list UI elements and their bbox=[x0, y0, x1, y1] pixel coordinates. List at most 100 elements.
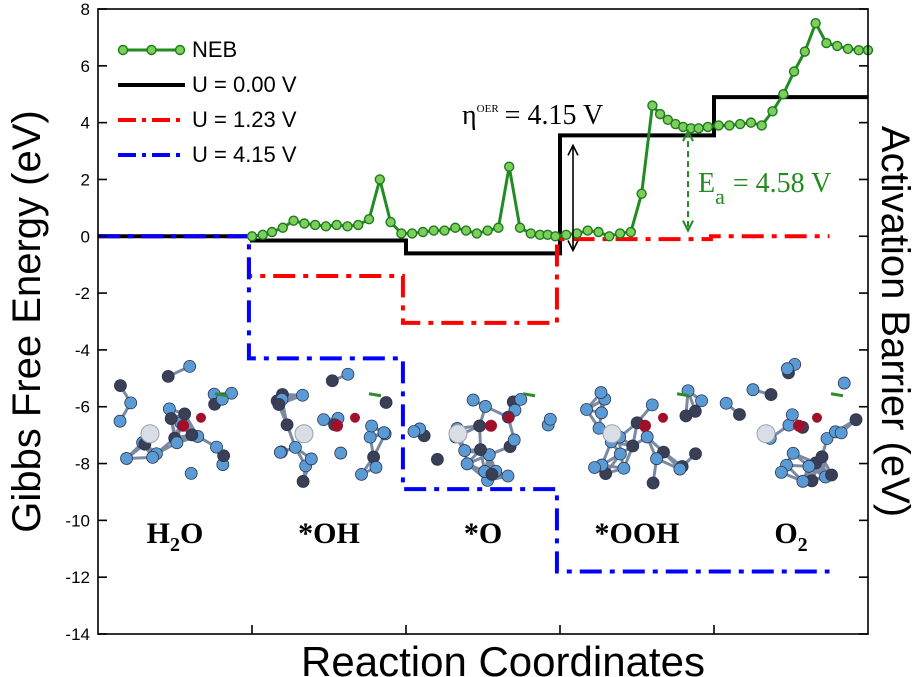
molecule-atom bbox=[304, 452, 318, 466]
y-tick-label: -12 bbox=[65, 568, 90, 587]
state-label-base: O bbox=[774, 517, 797, 550]
molecule-atom bbox=[369, 460, 383, 474]
neb-point bbox=[625, 226, 637, 238]
neb-point bbox=[257, 229, 268, 241]
neb-point bbox=[428, 225, 439, 236]
y-tick-label: -2 bbox=[75, 284, 90, 303]
molecule-atom bbox=[673, 462, 687, 476]
molecule-atom bbox=[507, 433, 521, 447]
oxygen-atom bbox=[485, 419, 497, 432]
hydrogen-bond bbox=[830, 392, 844, 398]
legend-label-1: NEB bbox=[192, 37, 237, 62]
neb-point bbox=[636, 188, 647, 199]
molecule-atom bbox=[688, 404, 702, 418]
neb-point bbox=[662, 114, 673, 125]
molecule-atom bbox=[613, 447, 627, 461]
molecule-atom bbox=[626, 439, 640, 453]
y-tick-label: 8 bbox=[81, 0, 90, 19]
molecule-atom bbox=[379, 396, 393, 409]
molecule-atom bbox=[114, 379, 127, 392]
legend-marker bbox=[117, 44, 129, 56]
neb-point bbox=[342, 221, 353, 232]
neb-point bbox=[853, 44, 864, 56]
y-tick-label: 2 bbox=[81, 170, 90, 189]
molecule-atom bbox=[588, 461, 601, 474]
molecule-atom bbox=[178, 407, 192, 421]
metal-atom bbox=[448, 424, 468, 444]
eta-superscript: OER bbox=[477, 103, 500, 115]
state-label-2: *OH bbox=[298, 517, 360, 550]
y-tick-label: -8 bbox=[75, 455, 90, 474]
neb-point bbox=[842, 43, 854, 54]
ea-symbol: E bbox=[698, 168, 715, 199]
neb-point bbox=[604, 231, 615, 242]
neb-point bbox=[353, 219, 364, 231]
molecule-atom bbox=[594, 386, 608, 399]
neb-point bbox=[593, 226, 604, 238]
oxygen-atom bbox=[812, 412, 822, 423]
neb-point bbox=[482, 225, 493, 236]
neb-point bbox=[309, 219, 321, 231]
neb-point bbox=[417, 226, 429, 238]
legend-marker bbox=[174, 44, 186, 56]
state-label-4: *OOH bbox=[594, 517, 679, 550]
molecule-atom bbox=[161, 369, 175, 383]
y-axis-label: Gibbs Free Energy (eV) bbox=[5, 110, 49, 532]
state-label-base: *OOH bbox=[594, 517, 679, 550]
molecule-atom bbox=[460, 457, 474, 471]
molecule-atom bbox=[689, 447, 702, 461]
molecule-atom bbox=[407, 425, 421, 438]
molecule-atom bbox=[617, 461, 631, 475]
molecule-structure-3 bbox=[407, 392, 557, 487]
neb-point bbox=[320, 221, 332, 232]
molecule-atom bbox=[280, 418, 294, 432]
molecule-structure-2 bbox=[270, 367, 393, 488]
neb-point bbox=[560, 229, 572, 241]
legend-marker bbox=[146, 44, 157, 56]
neb-point bbox=[406, 228, 418, 239]
oxygen-atom bbox=[793, 419, 805, 432]
oxygen-atom bbox=[196, 412, 206, 423]
molecule-atom bbox=[273, 445, 287, 459]
neb-point bbox=[614, 228, 626, 239]
y-tick-label: -4 bbox=[75, 341, 90, 360]
ea-annotation: Ea = 4.58 V bbox=[698, 168, 831, 209]
molecule-atom bbox=[849, 413, 863, 427]
molecule-atom bbox=[645, 398, 659, 412]
molecule-atom bbox=[514, 392, 528, 406]
molecule-atom bbox=[485, 467, 499, 481]
neb-point bbox=[299, 218, 310, 229]
molecule-atom bbox=[640, 430, 654, 444]
neb-point bbox=[582, 225, 593, 236]
ea-arrow-head-up bbox=[682, 128, 694, 142]
series-layer bbox=[98, 18, 874, 574]
eta-arrow-head-up bbox=[567, 143, 579, 156]
y-tick-label: 0 bbox=[81, 227, 90, 246]
hydrogen-bond bbox=[368, 392, 382, 398]
molecule-atom bbox=[120, 452, 133, 465]
neb-point bbox=[396, 228, 407, 239]
oxygen-atom bbox=[658, 412, 668, 423]
state-label-5: O2 bbox=[774, 517, 807, 556]
axes: -14 -12 -10 -8 -6 -4 -2 0 2 4 6 8 bbox=[65, 0, 869, 644]
molecule-atom bbox=[124, 396, 138, 410]
neb-point bbox=[778, 89, 789, 100]
molecule-atom bbox=[217, 449, 231, 463]
y-tick-label: 4 bbox=[81, 114, 90, 133]
legend-label-3: U = 1.23 V bbox=[192, 107, 297, 132]
molecule-structure-5 bbox=[719, 357, 863, 488]
plot-frame bbox=[97, 8, 869, 635]
hydrogen-bond bbox=[522, 392, 536, 398]
state-label-sub: 2 bbox=[170, 534, 180, 556]
ea-arrow-head-down bbox=[682, 220, 694, 233]
y2-axis-label: Activation Barrier (eV) bbox=[873, 126, 917, 517]
molecule-atom bbox=[825, 468, 838, 482]
molecule-atom bbox=[363, 430, 377, 444]
neb-point bbox=[374, 174, 386, 185]
neb-point bbox=[810, 18, 821, 29]
molecule-atom bbox=[458, 444, 472, 457]
molecule-atom bbox=[580, 403, 593, 416]
labels-layer: Reaction Coordinates Gibbs Free Energy (e… bbox=[5, 100, 917, 677]
neb-point bbox=[724, 120, 735, 131]
